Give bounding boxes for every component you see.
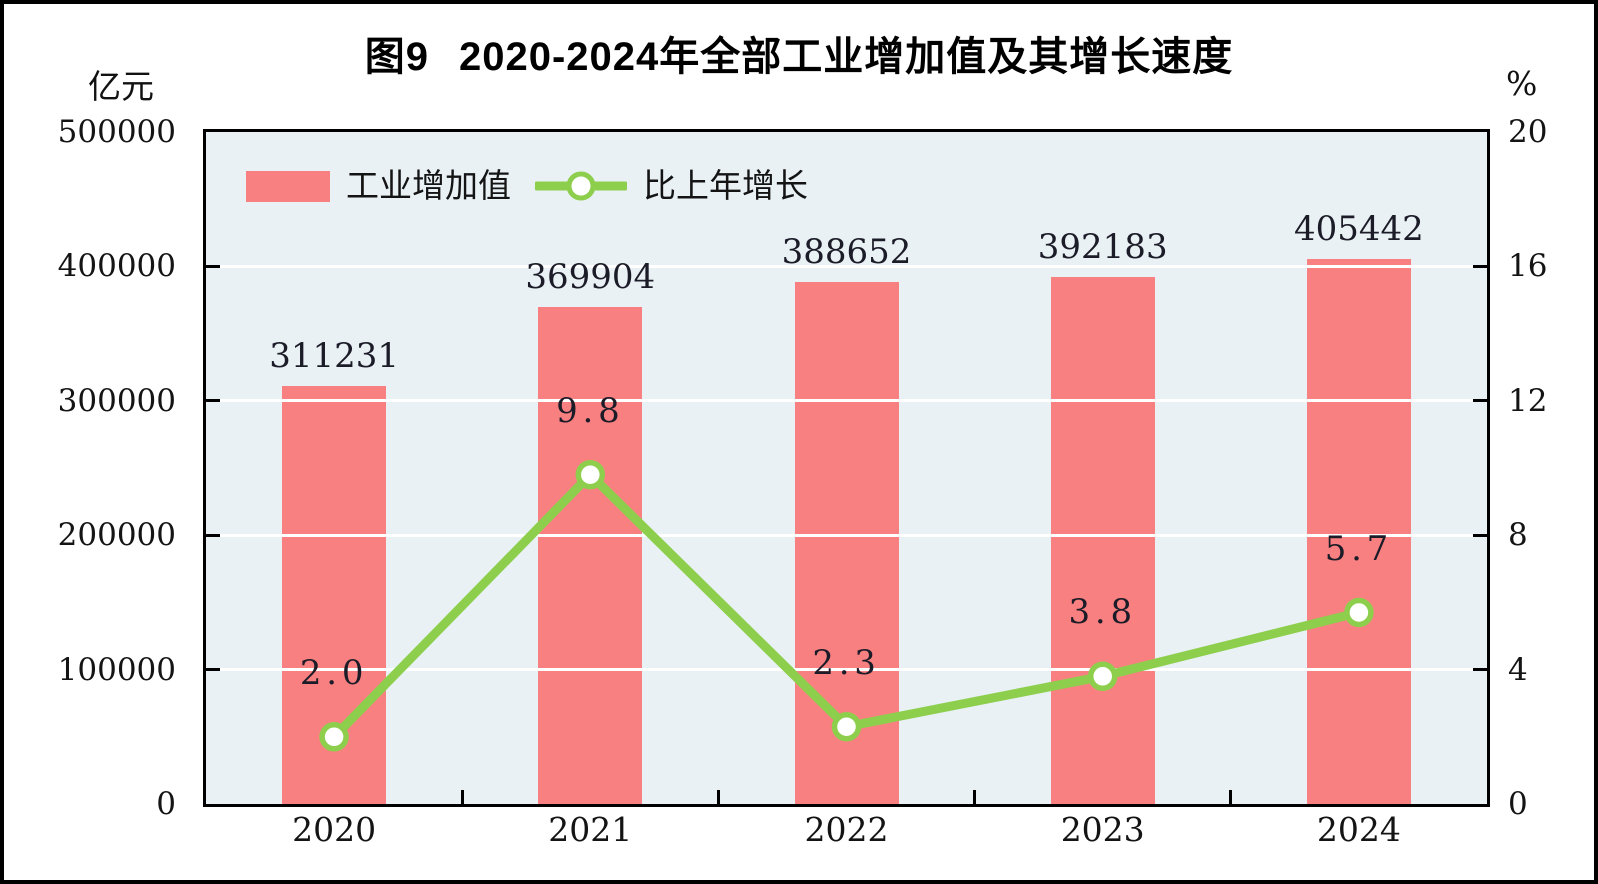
- x-label-2024: 2024: [1316, 810, 1401, 849]
- right-axis-tick: [1473, 399, 1487, 403]
- gridline-200000: [206, 533, 1487, 537]
- bar-value-label-2021: 369904: [525, 256, 656, 297]
- legend-bar-label: 工业增加值: [346, 166, 511, 205]
- bar-2021: [538, 306, 643, 804]
- left-tick-label-0: 0: [156, 786, 176, 822]
- x-label-2023: 2023: [1060, 810, 1145, 849]
- gridline-100000: [206, 668, 1487, 672]
- x-axis-tick: [1229, 790, 1233, 804]
- line-value-label-2021: 9.8: [556, 390, 625, 431]
- right-axis-tick: [1473, 264, 1487, 268]
- left-axis-tick: [206, 399, 220, 403]
- legend: 工业增加值 比上年增长: [246, 166, 828, 206]
- chart-title: 图9 2020-2024年全部工业增加值及其增长速度: [4, 24, 1594, 82]
- line-value-label-2024: 5.7: [1324, 528, 1394, 569]
- chart-title-text: 2020-2024年全部工业增加值及其增长速度: [458, 35, 1234, 79]
- growth-line-chart: [319, 459, 1374, 752]
- x-label-2022: 2022: [804, 810, 889, 849]
- legend-line-marker-icon: [535, 171, 627, 201]
- right-axis-tick: [1473, 668, 1487, 672]
- right-tick-label-8: 8: [1508, 517, 1528, 554]
- right-tick-label-4: 4: [1508, 651, 1528, 688]
- line-marker-2021: [575, 459, 606, 490]
- legend-bar-swatch: [246, 170, 330, 202]
- gridline-400000: [206, 264, 1487, 268]
- x-axis-tick: [973, 790, 977, 804]
- bar-2023: [1050, 276, 1155, 804]
- bar-value-label-2023: 392183: [1037, 226, 1168, 267]
- line-value-label-2020: 2.0: [299, 652, 369, 693]
- left-tick-label-200000: 200000: [57, 517, 176, 554]
- left-tick-label-500000: 500000: [57, 114, 176, 150]
- left-axis-tick: [206, 533, 220, 537]
- bar-value-label-2020: 311231: [269, 335, 399, 376]
- plot-area: 工业增加值 比上年增长 311231 369904 388652 392183 4054…: [203, 129, 1490, 807]
- right-axis-unit: %: [1506, 64, 1538, 103]
- gridline-300000: [206, 399, 1487, 403]
- right-tick-label-0: 0: [1508, 786, 1528, 822]
- right-tick-label-20: 20: [1508, 114, 1548, 150]
- bar-value-label-2024: 405442: [1293, 209, 1424, 250]
- x-label-2020: 2020: [292, 810, 377, 849]
- line-marker-2024: [1344, 597, 1374, 628]
- line-value-label-2022: 2.3: [812, 642, 881, 683]
- left-tick-label-100000: 100000: [57, 651, 176, 688]
- left-axis-tick: [206, 264, 220, 268]
- left-axis-tick: [206, 668, 220, 672]
- x-axis-tick: [716, 790, 720, 804]
- right-tick-label-12: 12: [1508, 382, 1548, 419]
- right-tick-label-16: 16: [1508, 248, 1548, 285]
- bar-2024: [1306, 259, 1411, 804]
- left-tick-label-300000: 300000: [57, 382, 176, 419]
- figure-number: 图9: [364, 35, 429, 79]
- bar-value-label-2022: 388652: [781, 231, 912, 272]
- line-marker-2020: [319, 722, 349, 752]
- left-axis-unit: 亿元: [88, 67, 154, 106]
- line-marker-2022: [831, 711, 862, 742]
- legend-line-label: 比上年增长: [643, 166, 808, 205]
- line-marker-2023: [1087, 661, 1118, 692]
- x-label-2021: 2021: [548, 810, 633, 849]
- line-value-label-2023: 3.8: [1068, 592, 1137, 633]
- right-axis-tick: [1473, 533, 1487, 537]
- left-tick-label-400000: 400000: [57, 248, 176, 285]
- x-axis-tick: [460, 790, 464, 804]
